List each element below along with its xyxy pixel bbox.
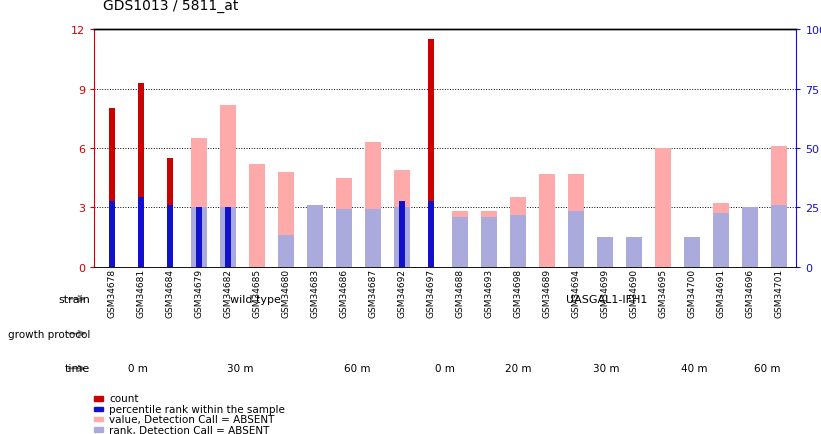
Bar — [399, 202, 405, 267]
Bar — [195, 208, 202, 267]
Text: rank, Detection Call = ABSENT: rank, Detection Call = ABSENT — [109, 425, 269, 434]
Bar — [277, 172, 294, 267]
Bar — [365, 210, 381, 267]
Text: strain: strain — [58, 294, 90, 304]
Text: value, Detection Call = ABSENT: value, Detection Call = ABSENT — [109, 414, 274, 424]
Text: 30 m: 30 m — [593, 364, 620, 373]
Bar — [167, 206, 173, 267]
Bar — [481, 217, 497, 267]
Text: growth protocol: growth protocol — [8, 329, 90, 339]
Bar — [684, 237, 700, 267]
Bar — [742, 212, 758, 267]
Bar — [452, 212, 468, 267]
Bar — [452, 217, 468, 267]
Bar — [771, 147, 787, 267]
Text: count: count — [109, 394, 139, 403]
Text: galactose: galactose — [610, 329, 661, 339]
Bar — [713, 214, 729, 267]
Text: control: control — [427, 329, 464, 339]
Bar — [190, 208, 207, 267]
Text: UASGAL1-IFH1: UASGAL1-IFH1 — [566, 294, 647, 304]
Text: 30 m: 30 m — [227, 364, 254, 373]
Bar — [307, 226, 323, 267]
Text: GDS1013 / 5811_at: GDS1013 / 5811_at — [103, 0, 238, 13]
Bar — [713, 204, 729, 267]
Bar — [108, 202, 115, 267]
Bar — [138, 198, 144, 267]
Text: 0 m: 0 m — [435, 364, 456, 373]
Bar — [336, 210, 352, 267]
Text: 0 m: 0 m — [128, 364, 149, 373]
Bar — [336, 178, 352, 267]
Text: wild type: wild type — [230, 294, 281, 304]
Text: 40 m: 40 m — [681, 364, 707, 373]
Bar — [626, 237, 642, 267]
Bar — [365, 143, 381, 267]
Text: percentile rank within the sample: percentile rank within the sample — [109, 404, 285, 414]
Text: 20 m: 20 m — [505, 364, 532, 373]
Bar — [108, 109, 115, 267]
Bar — [394, 208, 410, 267]
Bar — [742, 208, 758, 267]
Bar — [597, 237, 613, 267]
Bar — [539, 174, 555, 267]
Bar — [655, 148, 671, 267]
Bar — [190, 139, 207, 267]
Bar — [220, 105, 236, 267]
Bar — [249, 164, 265, 267]
Bar — [428, 202, 434, 267]
Bar — [167, 158, 173, 267]
Bar — [568, 212, 584, 267]
Text: galactose: galactose — [274, 329, 324, 339]
Text: 60 m: 60 m — [344, 364, 371, 373]
Bar — [568, 174, 584, 267]
Bar — [428, 40, 434, 267]
Bar — [771, 206, 787, 267]
Bar — [220, 208, 236, 267]
Bar — [481, 212, 497, 267]
Bar — [277, 235, 294, 267]
Text: 60 m: 60 m — [754, 364, 781, 373]
Bar — [225, 208, 231, 267]
Text: control: control — [120, 329, 157, 339]
Bar — [307, 206, 323, 267]
Text: time: time — [65, 364, 90, 373]
Bar — [394, 170, 410, 267]
Bar — [138, 84, 144, 267]
Bar — [510, 198, 526, 267]
Bar — [510, 216, 526, 267]
